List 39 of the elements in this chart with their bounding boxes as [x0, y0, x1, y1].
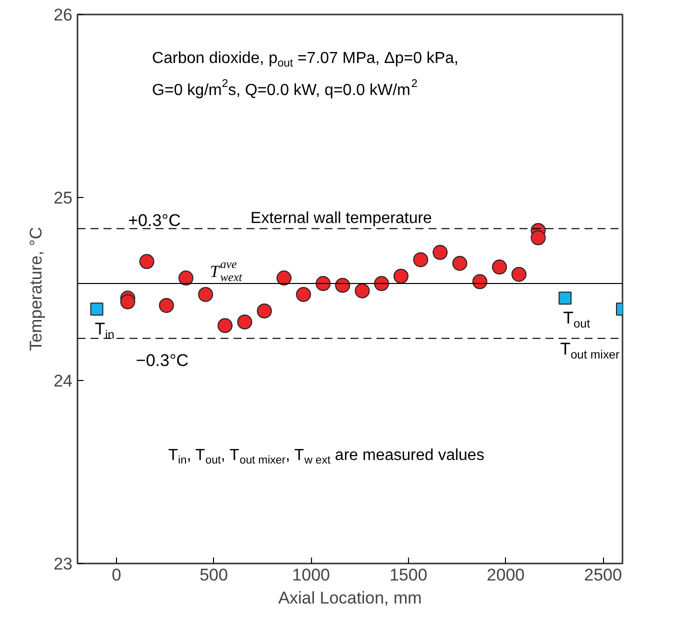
point: [139, 254, 154, 270]
point: [316, 276, 331, 291]
x-tick-label: 0: [112, 566, 122, 584]
point: [511, 266, 526, 282]
x-tick-label: 500: [200, 566, 228, 584]
x-tick-label: 2500: [584, 566, 622, 584]
point: [452, 256, 468, 271]
point: [354, 283, 370, 298]
point: [374, 276, 390, 291]
point: [558, 292, 572, 305]
point: [198, 287, 214, 302]
point: [218, 318, 233, 334]
point: [413, 252, 428, 268]
point: [158, 298, 174, 313]
y-axis-title: Temperature, °C: [26, 227, 46, 351]
point: [393, 268, 408, 284]
ref-line-label: +0.3°C: [128, 211, 181, 230]
x-tick-label: 1500: [389, 566, 428, 584]
y-tick-label: 24: [54, 372, 73, 390]
annotation: External wall temperature: [250, 210, 432, 228]
point: [492, 260, 507, 275]
x-tick-label: 2000: [486, 566, 525, 584]
point: [472, 274, 488, 290]
point: [256, 303, 272, 318]
y-tick-label: 23: [54, 554, 73, 574]
point: [90, 302, 104, 316]
point: [120, 294, 136, 310]
x-tick-label: 1000: [292, 566, 330, 584]
point: [178, 270, 194, 286]
point: [335, 278, 350, 293]
point: [432, 244, 448, 260]
point: [237, 314, 252, 330]
y-tick-label: 25: [54, 188, 73, 208]
ref-line-label: −0.3°C: [136, 350, 189, 370]
point: [530, 230, 546, 246]
y-tick-label: 26: [54, 6, 73, 24]
x-axis-title: Axial Location, mm: [278, 588, 422, 608]
point: [296, 287, 311, 302]
point: [276, 270, 292, 286]
